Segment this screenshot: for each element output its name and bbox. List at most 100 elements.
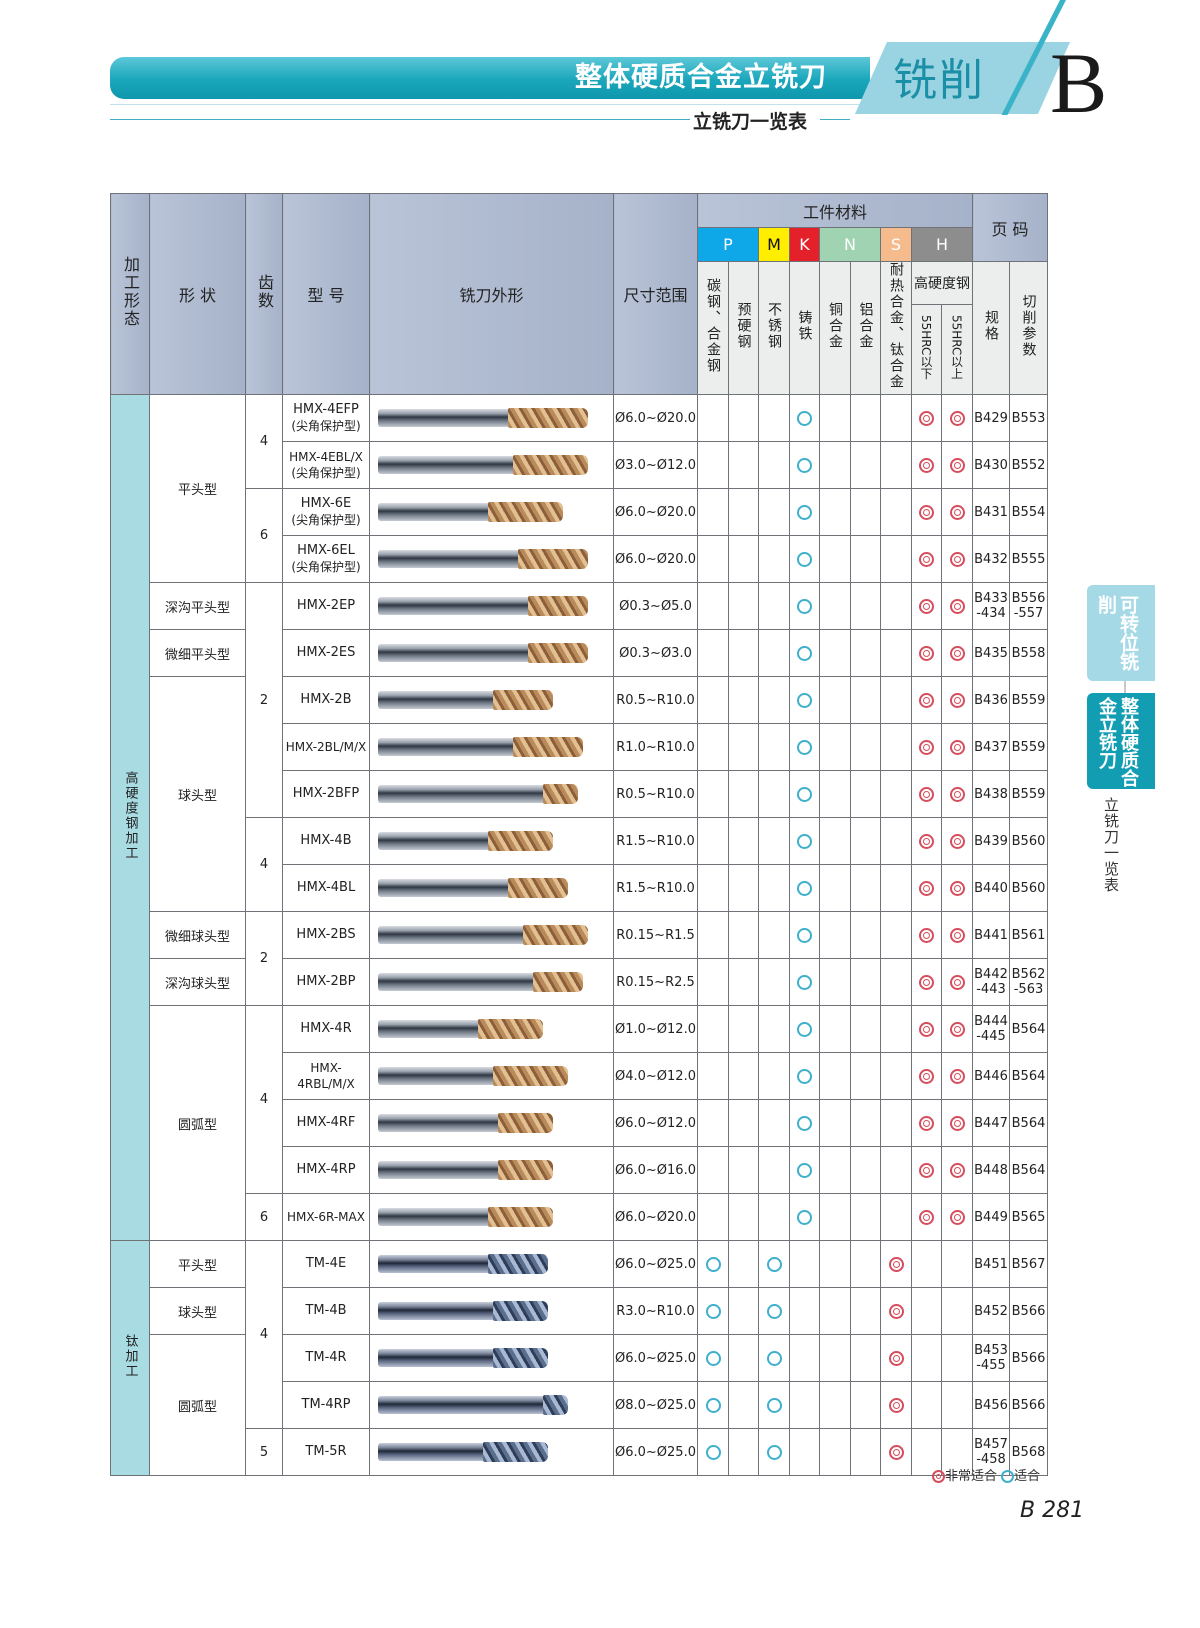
suitability-cell <box>697 958 729 1006</box>
size-range: Ø0.3~Ø5.0 <box>613 582 698 630</box>
spec-page[interactable]: B447 <box>972 1099 1010 1147</box>
very-suitable-icon <box>919 786 934 802</box>
cutting-page[interactable]: B559 <box>1009 676 1048 724</box>
suitability-cell <box>911 1005 942 1053</box>
cutting-page[interactable]: B553 <box>1009 394 1048 442</box>
cutting-page[interactable]: B558 <box>1009 629 1048 677</box>
suitable-icon <box>766 1256 782 1272</box>
very-suitable-icon <box>949 786 965 802</box>
cutting-page[interactable]: B561 <box>1009 911 1048 959</box>
cutting-page[interactable]: B556 -557 <box>1009 582 1048 630</box>
cutting-page[interactable]: B559 <box>1009 770 1048 818</box>
end-mill-image <box>369 1287 614 1335</box>
very-suitable-icon <box>949 1209 965 1225</box>
spec-page[interactable]: B439 <box>972 817 1010 865</box>
suitability-cell <box>911 770 942 818</box>
suitability-cell <box>941 723 973 771</box>
table-row: HMX-4EBL/X (尖角保护型) Ø3.0~Ø12.0 B430 B552 <box>111 441 1048 489</box>
cutting-page[interactable]: B564 <box>1009 1146 1048 1194</box>
spec-page[interactable]: B441 <box>972 911 1010 959</box>
cutting-page[interactable]: B555 <box>1009 535 1048 583</box>
spec-page[interactable]: B457 -458 <box>972 1428 1010 1476</box>
table-row: 圆弧型 TM-4R Ø6.0~Ø25.0 B453 -455 B566 <box>111 1334 1048 1476</box>
spec-page[interactable]: B431 <box>972 488 1010 536</box>
side-nav-line <box>1124 596 1126 781</box>
suitability-cell <box>758 770 790 818</box>
spec-page[interactable]: B438 <box>972 770 1010 818</box>
suitability-cell <box>819 1240 851 1288</box>
cutting-page[interactable]: B567 <box>1009 1240 1048 1288</box>
suitability-cell <box>697 1099 729 1147</box>
header-model: 型 号 <box>282 193 370 395</box>
model-cell: HMX-6EL (尖角保护型) <box>282 535 370 583</box>
spec-page[interactable]: B444 -445 <box>972 1005 1010 1053</box>
cutting-page[interactable]: B568 <box>1009 1428 1048 1476</box>
cutting-page[interactable]: B566 <box>1009 1334 1048 1382</box>
spec-page[interactable]: B435 <box>972 629 1010 677</box>
end-mill-image <box>369 488 614 536</box>
suitable-icon <box>705 1444 721 1460</box>
suitability-cell <box>850 911 881 959</box>
suitable-icon <box>797 1162 812 1178</box>
spec-page[interactable]: B453 -455 <box>972 1334 1010 1382</box>
cutting-page[interactable]: B559 <box>1009 723 1048 771</box>
spec-page[interactable]: B448 <box>972 1146 1010 1194</box>
spec-page[interactable]: B446 <box>972 1052 1010 1100</box>
model-cell: HMX-6E (尖角保护型) <box>282 488 370 536</box>
suitability-cell <box>728 535 759 583</box>
suitability-cell <box>819 488 851 536</box>
spec-page[interactable]: B430 <box>972 441 1010 489</box>
suitability-cell <box>819 911 851 959</box>
cutting-page[interactable]: B564 <box>1009 1099 1048 1147</box>
cutting-page[interactable]: B560 <box>1009 817 1048 865</box>
cutting-page[interactable]: B560 <box>1009 864 1048 912</box>
model-cell: HMX-4RP <box>282 1146 370 1194</box>
spec-page[interactable]: B433 -434 <box>972 582 1010 630</box>
model-cell: HMX-2ES <box>282 629 370 677</box>
size-range: Ø8.0~Ø25.0 <box>613 1381 698 1429</box>
spec-page[interactable]: B440 <box>972 864 1010 912</box>
cutting-page[interactable]: B566 <box>1009 1287 1048 1335</box>
suitability-cell <box>697 1146 729 1194</box>
very-suitable-icon <box>949 1021 965 1037</box>
cutting-page[interactable]: B564 <box>1009 1052 1048 1100</box>
header-above-55hrc: 55HRC以上 <box>941 304 973 395</box>
spec-page[interactable]: B451 <box>972 1240 1010 1288</box>
suitability-cell <box>819 1428 851 1476</box>
spec-page[interactable]: B442 -443 <box>972 958 1010 1006</box>
cutting-page[interactable]: B566 <box>1009 1381 1048 1429</box>
cutting-page[interactable]: B554 <box>1009 488 1048 536</box>
suitable-icon <box>766 1397 782 1413</box>
suitable-icon <box>797 457 812 473</box>
spec-page[interactable]: B449 <box>972 1193 1010 1241</box>
side-tab-indexable-milling[interactable]: 可转位铣削 <box>1087 585 1155 681</box>
end-mill-image <box>369 911 614 959</box>
table-row: HMX-4BL R1.5~R10.0 B440 B560 <box>111 864 1048 912</box>
suitability-cell <box>911 676 942 724</box>
cutting-page[interactable]: B564 <box>1009 1005 1048 1053</box>
spec-page[interactable]: B452 <box>972 1287 1010 1335</box>
spec-page[interactable]: B432 <box>972 535 1010 583</box>
suitability-cell <box>880 488 912 536</box>
side-tab-solid-carbide[interactable]: 整体硬质合金立铣刀 <box>1087 693 1155 789</box>
spec-page[interactable]: B429 <box>972 394 1010 442</box>
suitability-cell <box>697 817 729 865</box>
cutting-page[interactable]: B562 -563 <box>1009 958 1048 1006</box>
suitability-cell <box>880 911 912 959</box>
suitability-cell <box>880 441 912 489</box>
table-row: 球头型 TM-4B R3.0~R10.0 B452 B566 <box>111 1287 1048 1335</box>
end-mill-icon <box>378 642 588 664</box>
very-suitable-icon <box>919 504 934 520</box>
suitability-cell <box>819 1146 851 1194</box>
spec-page[interactable]: B456 <box>972 1381 1010 1429</box>
spec-page[interactable]: B436 <box>972 676 1010 724</box>
end-mill-image <box>369 1193 614 1241</box>
suitability-cell <box>789 629 820 677</box>
cutting-page[interactable]: B565 <box>1009 1193 1048 1241</box>
end-mill-image <box>369 1005 614 1053</box>
table-row: HMX-4RBL/M/X Ø4.0~Ø12.0 B446 B564 <box>111 1052 1048 1100</box>
spec-page[interactable]: B437 <box>972 723 1010 771</box>
end-mill-image <box>369 958 614 1006</box>
model-cell: HMX-6R-MAX <box>282 1193 370 1241</box>
cutting-page[interactable]: B552 <box>1009 441 1048 489</box>
